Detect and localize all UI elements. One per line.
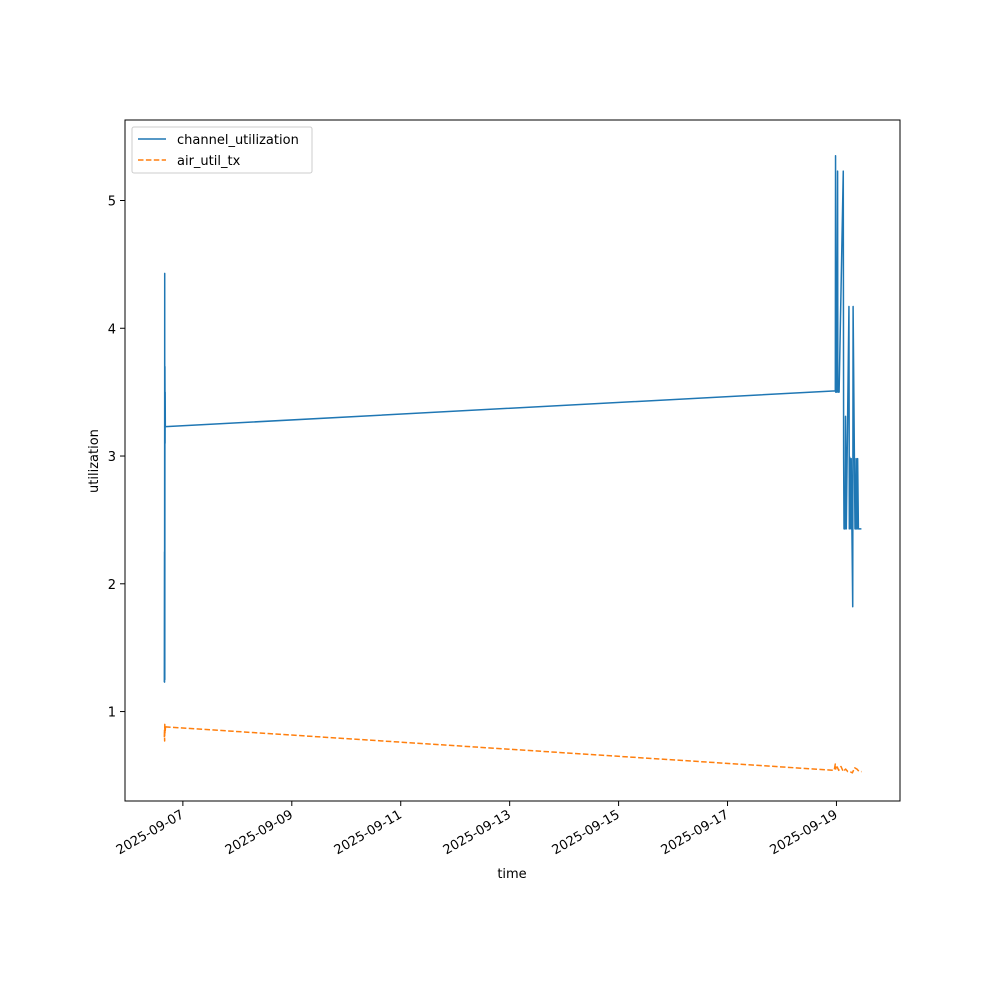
y-tick-label: 4 (108, 322, 116, 337)
y-axis-ticks: 1 2 3 4 5 (108, 194, 125, 721)
legend: channel_utilization air_util_tx (131, 126, 313, 174)
axes-frame (124, 119, 901, 802)
series-line-air-util-tx (163, 723, 862, 774)
legend-label-air-util-tx: air_util_tx (177, 154, 241, 169)
x-axis-label: time (497, 867, 526, 882)
y-axis-label: utilization (87, 429, 102, 493)
series-layer (163, 155, 862, 774)
y-tick-label: 3 (108, 450, 116, 465)
y-tick-label: 5 (108, 194, 116, 209)
y-tick-label: 1 (108, 706, 116, 721)
legend-box (131, 126, 313, 174)
series-line-channel-utilization (163, 155, 862, 683)
legend-label-channel-utilization: channel_utilization (177, 133, 299, 148)
y-tick-label: 2 (108, 578, 116, 593)
